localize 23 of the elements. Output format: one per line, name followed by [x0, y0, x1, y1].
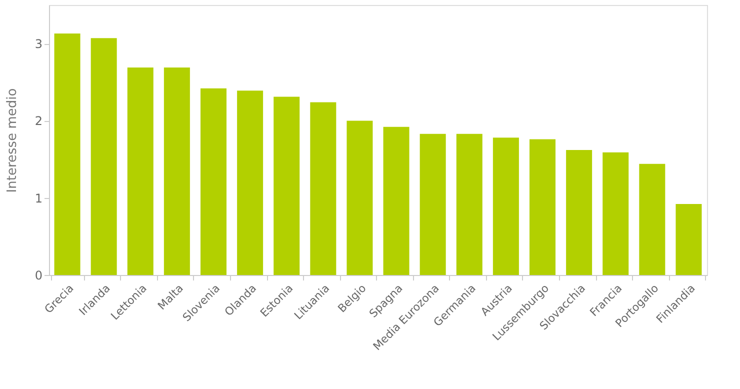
- y-axis-title: Interesse medio: [4, 88, 20, 193]
- bar: [420, 134, 446, 275]
- bar: [346, 120, 373, 275]
- bar: [164, 67, 190, 275]
- bar: [530, 139, 556, 275]
- bar: [200, 88, 226, 275]
- bar: [274, 96, 300, 275]
- y-tick-label: 2: [34, 114, 42, 128]
- bar: [676, 204, 702, 275]
- bar: [492, 138, 519, 275]
- bar: [566, 150, 592, 275]
- y-tick-label: 3: [34, 37, 42, 52]
- bar: [456, 134, 482, 275]
- bar: [237, 90, 264, 275]
- y-tick-label: 0: [34, 268, 42, 282]
- bar: [54, 34, 80, 275]
- bar: [127, 67, 154, 275]
- bar: [90, 38, 117, 275]
- bar: [383, 126, 410, 275]
- bar: [310, 102, 336, 275]
- y-tick-label: 1: [34, 191, 42, 206]
- bar: [639, 164, 666, 275]
- bar: [602, 152, 629, 275]
